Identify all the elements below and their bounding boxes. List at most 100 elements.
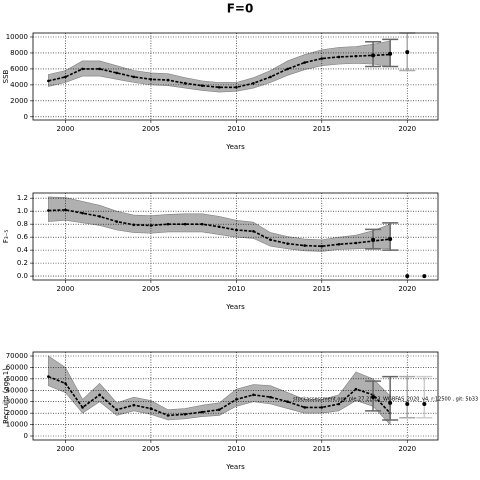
- median-point: [200, 222, 204, 226]
- x-tick-label: 2020: [398, 285, 416, 293]
- median-point: [252, 81, 255, 85]
- median-point: [235, 228, 238, 232]
- y-axis-label: SSB: [2, 69, 10, 83]
- median-line: [48, 375, 391, 417]
- projection-point: [405, 50, 410, 55]
- plot-frame: [32, 351, 439, 441]
- median-point: [252, 393, 255, 397]
- x-tick-label: 2010: [227, 445, 245, 453]
- median-point: [47, 79, 50, 83]
- x-tick-label: 2005: [142, 125, 160, 133]
- y-tick-label: 0.0: [17, 272, 28, 280]
- x-tick-label: 2015: [313, 285, 331, 293]
- median-point: [337, 242, 341, 246]
- median-point: [269, 395, 272, 399]
- median-point: [81, 406, 84, 409]
- median-point: [303, 406, 307, 409]
- median-point: [354, 54, 358, 58]
- x-tick-label: 2020: [398, 445, 416, 453]
- median-point: [149, 224, 153, 227]
- y-tick-label: 0.2: [17, 259, 28, 267]
- median-point: [252, 230, 255, 233]
- median-point: [115, 220, 119, 223]
- x-tick-label: 2010: [227, 125, 245, 133]
- median-point: [217, 408, 221, 412]
- median-point: [132, 403, 136, 407]
- y-tick-label: 0.4: [17, 246, 29, 254]
- x-tick-label: 2005: [142, 285, 160, 293]
- median-point: [217, 85, 221, 89]
- median-point: [354, 241, 358, 245]
- y-tick-label: 20000: [6, 409, 28, 417]
- median-point: [47, 209, 50, 212]
- median-point: [132, 223, 136, 227]
- median-point: [64, 208, 67, 212]
- y-tick-label: 0: [24, 432, 28, 440]
- median-point: [337, 55, 341, 59]
- median-point: [166, 222, 170, 226]
- median-point: [286, 400, 289, 404]
- y-axis-label: F₃₋₅: [2, 230, 10, 244]
- median-line: [48, 53, 391, 89]
- median-point: [115, 71, 119, 75]
- median-point: [149, 407, 153, 410]
- y-tick-label: 6000: [10, 65, 28, 73]
- projection-point: [388, 237, 393, 242]
- figure-title: F=0: [227, 2, 254, 16]
- x-tick-label: 2015: [313, 445, 331, 453]
- projection-point: [371, 53, 376, 58]
- projection-point: [388, 400, 393, 405]
- y-tick-label: 50000: [6, 375, 28, 383]
- median-point: [149, 77, 153, 81]
- x-tick-label: 2005: [142, 445, 160, 453]
- median-point: [320, 244, 324, 248]
- median-point: [200, 84, 204, 87]
- median-point: [286, 242, 289, 245]
- median-point: [98, 393, 101, 397]
- median-point: [81, 67, 84, 71]
- median-point: [269, 75, 272, 79]
- y-tick-label: 8000: [10, 49, 28, 57]
- y-tick-label: 60000: [6, 363, 28, 371]
- median-point: [166, 414, 170, 417]
- median-point: [183, 81, 187, 85]
- y-tick-label: 10000: [6, 33, 28, 41]
- median-point: [235, 85, 238, 89]
- median-point: [337, 402, 341, 406]
- confidence-band: [48, 40, 391, 93]
- y-tick-label: 0.6: [17, 233, 29, 241]
- median-point: [98, 215, 101, 218]
- x-tick-label: 2015: [313, 125, 331, 133]
- y-tick-label: 10000: [6, 421, 28, 429]
- projection-point: [371, 395, 376, 400]
- plot-frame: [32, 192, 439, 281]
- median-point: [98, 67, 101, 71]
- x-axis-label: Years: [225, 463, 245, 471]
- y-tick-label: 30000: [6, 398, 28, 406]
- median-point: [132, 75, 136, 79]
- x-tick-label: 2000: [57, 285, 75, 293]
- annotation: stockassessment.org, ple.27.21-23_WGBFAS…: [293, 397, 478, 403]
- x-tick-label: 2010: [227, 285, 245, 293]
- projection-point: [422, 274, 427, 279]
- y-tick-label: 0: [24, 113, 28, 121]
- x-tick-label: 2000: [57, 445, 75, 453]
- plot-frame: [32, 32, 439, 121]
- median-point: [269, 238, 272, 242]
- median-point: [64, 75, 67, 79]
- projection-point: [405, 402, 410, 406]
- median-point: [320, 406, 324, 409]
- x-axis-label: Years: [225, 303, 245, 311]
- x-axis-label: Years: [225, 143, 245, 151]
- median-point: [303, 61, 307, 64]
- median-point: [183, 412, 187, 416]
- median-point: [183, 222, 187, 226]
- median-point: [354, 387, 358, 391]
- median-point: [217, 225, 221, 229]
- median-point: [64, 382, 67, 385]
- y-tick-label: 2000: [10, 97, 28, 105]
- median-point: [320, 57, 324, 60]
- y-tick-label: 70000: [6, 352, 28, 360]
- y-tick-label: 0.8: [17, 220, 28, 228]
